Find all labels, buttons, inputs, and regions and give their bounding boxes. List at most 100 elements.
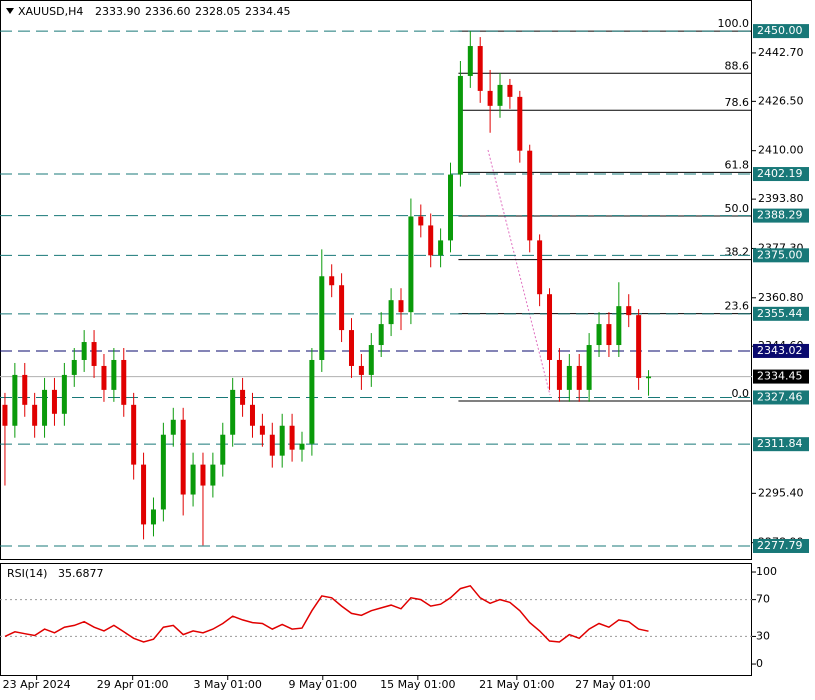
price-level-box xyxy=(753,437,809,452)
candle-body xyxy=(71,359,77,375)
candle-body xyxy=(339,285,345,331)
candle-body xyxy=(249,404,255,426)
fib-label: 50.0 xyxy=(725,202,750,215)
x-tick-label: 15 May 01:00 xyxy=(380,678,455,691)
x-tick-label: 27 May 01:00 xyxy=(575,678,650,691)
candle-body xyxy=(467,46,473,76)
candle-body xyxy=(586,345,592,390)
rsi-tick-label: 30 xyxy=(756,629,770,642)
candle-body xyxy=(556,359,562,390)
price-level-label: 2343.02 xyxy=(757,344,803,357)
candle-body xyxy=(200,464,206,486)
price-level-box xyxy=(753,306,809,321)
main-frame xyxy=(0,0,752,560)
candle-body xyxy=(626,306,632,316)
candle-body xyxy=(507,84,513,97)
y-tick-label: 2393.80 xyxy=(758,192,804,205)
candle-body xyxy=(150,509,156,525)
candle-body xyxy=(131,404,137,465)
fib-label: 100.0 xyxy=(718,17,750,30)
current-price-box xyxy=(753,369,809,384)
x-tick-label: 21 May 01:00 xyxy=(479,678,554,691)
y-tick-label: 2360.80 xyxy=(758,291,804,304)
candle-body xyxy=(566,365,572,390)
rsi-tick-label: 70 xyxy=(756,593,770,606)
fib-label: 88.6 xyxy=(725,59,750,72)
price-level-label: 2450.00 xyxy=(757,24,803,37)
x-tick-label: 9 May 01:00 xyxy=(289,678,357,691)
candle-body xyxy=(646,376,652,379)
price-level-box xyxy=(753,208,809,223)
x-tick-label: 23 Apr 2024 xyxy=(3,678,71,691)
candle-body xyxy=(190,464,196,495)
candle-body xyxy=(378,324,384,346)
candle-body xyxy=(240,389,246,405)
candle-body xyxy=(2,404,8,426)
candle-body xyxy=(101,365,107,390)
candle-body xyxy=(457,75,463,175)
rsi-name: RSI(14) xyxy=(7,567,47,580)
candle-body xyxy=(289,425,295,450)
candle-body xyxy=(329,276,335,286)
candle-body xyxy=(497,84,503,106)
candle-body xyxy=(368,345,374,375)
candle-body xyxy=(477,46,483,91)
price-level-label: 2311.84 xyxy=(757,437,803,450)
rsi-line xyxy=(4,584,649,643)
rsi-frame xyxy=(0,563,752,676)
candle-body xyxy=(358,365,364,375)
candle-body xyxy=(418,216,424,226)
y-tick-label: 2426.50 xyxy=(758,94,804,107)
price-level-label: 2277.79 xyxy=(757,539,803,552)
header-value: 2333.90 xyxy=(95,5,141,18)
price-level-label: 2402.19 xyxy=(757,167,803,180)
candle-body xyxy=(428,225,434,256)
price-level-box xyxy=(753,248,809,263)
candle-body xyxy=(547,294,553,360)
candle-body xyxy=(269,434,275,456)
fib-label: 23.6 xyxy=(725,300,750,313)
candle-body xyxy=(51,389,57,414)
fib-label: 61.8 xyxy=(725,158,750,171)
candle-body xyxy=(616,306,622,346)
current-price-label: 2334.45 xyxy=(757,370,803,383)
price-level-box xyxy=(753,343,809,358)
candle-body xyxy=(61,374,67,414)
candle-body xyxy=(388,300,394,325)
candle-body xyxy=(210,464,216,486)
fib-label: 78.6 xyxy=(725,96,750,109)
candle-body xyxy=(42,389,48,426)
candle-body xyxy=(596,324,602,346)
candle-body xyxy=(408,216,414,313)
candle-body xyxy=(606,324,612,346)
price-level-box xyxy=(753,24,809,39)
candle-body xyxy=(309,359,315,444)
y-tick-label: 2410.00 xyxy=(758,144,804,157)
price-level-box xyxy=(753,538,809,553)
candle-body xyxy=(299,443,305,450)
menu-arrow xyxy=(6,8,14,14)
candle-body xyxy=(487,90,493,106)
candle-body xyxy=(160,434,166,510)
candle-body xyxy=(180,419,186,495)
candle-body xyxy=(230,389,236,435)
candle-body xyxy=(220,434,226,465)
candle-body xyxy=(576,365,582,390)
fib-label: 0.0 xyxy=(732,387,750,400)
candle-body xyxy=(111,359,117,390)
candle-body xyxy=(12,374,18,426)
y-tick-label: 2442.70 xyxy=(758,46,804,59)
candle-body xyxy=(517,96,523,151)
y-tick-label: 2295.40 xyxy=(758,486,804,499)
x-tick-label: 3 May 01:00 xyxy=(194,678,262,691)
price-level-box xyxy=(753,167,809,182)
price-level-label: 2375.00 xyxy=(757,248,803,261)
rsi-tick-label: 0 xyxy=(756,657,763,670)
candle-body xyxy=(527,150,533,241)
price-level-label: 2388.29 xyxy=(757,209,803,222)
candle-body xyxy=(438,240,444,256)
price-level-box xyxy=(753,390,809,405)
candle-body xyxy=(279,425,285,456)
candle-body xyxy=(81,342,87,360)
